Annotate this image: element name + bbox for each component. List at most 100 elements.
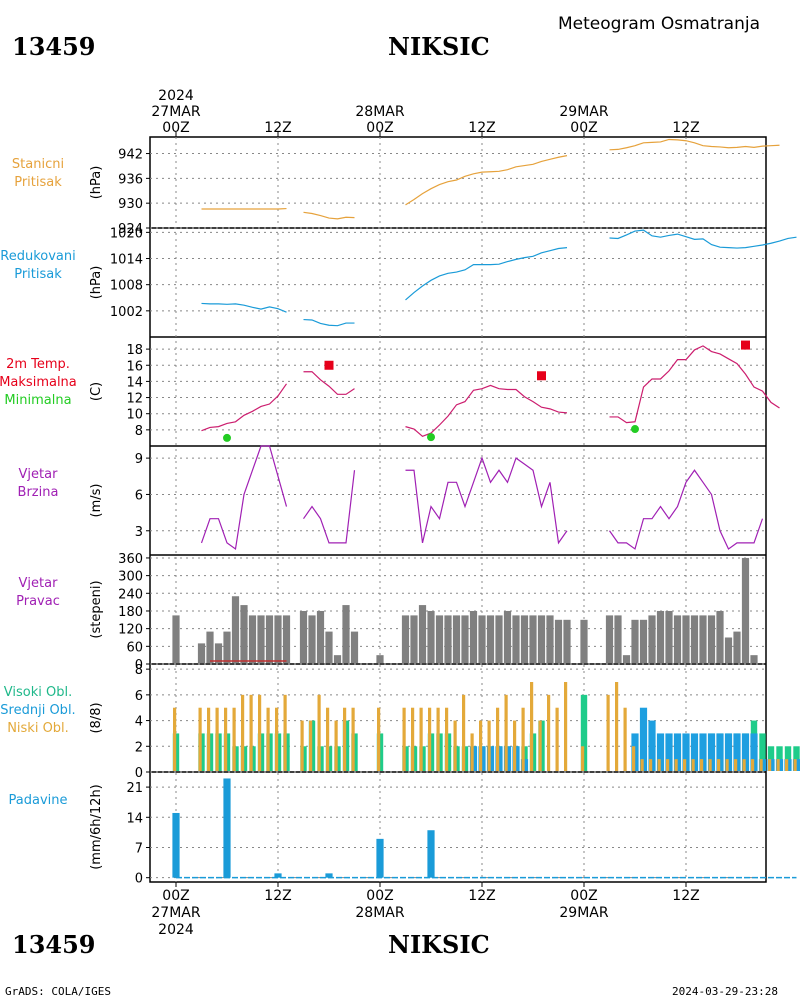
time-tick-label: 00Z: [570, 888, 597, 904]
y-tick-label: 240: [118, 587, 143, 602]
low-cloud-bar: [581, 746, 585, 771]
temperature-series-line: [609, 345, 780, 424]
mid-cloud-bar: [639, 707, 648, 771]
wind-dir-bar: [605, 615, 614, 663]
low-cloud-bar: [632, 746, 636, 771]
y-tick-label: 1020: [110, 226, 143, 241]
wind-dir-bar: [325, 631, 333, 663]
low-cloud-bar: [436, 707, 440, 771]
wind-dir-bar: [520, 615, 529, 663]
low-cloud-bar: [419, 707, 423, 771]
label-line: Redukovani: [0, 249, 76, 264]
wind-dir-bar: [452, 615, 461, 663]
wind-dir-bar: [427, 610, 435, 663]
mid-cloud-bar: [716, 733, 724, 771]
low-cloud-bar: [700, 759, 704, 771]
high-cloud-bar: [776, 746, 783, 771]
label-station-pressure: Stanicni Pritisak: [0, 156, 108, 192]
reduced_pressure-series-line: [609, 229, 797, 249]
low-cloud-bar: [402, 707, 406, 771]
y-tick-label: 60: [126, 640, 143, 655]
wind-dir-bar: [546, 615, 554, 663]
time-tick-label: 2024: [158, 922, 194, 938]
low-cloud-bar: [530, 682, 534, 771]
label-line: Visoki Obl.: [3, 685, 73, 700]
wind_speed-series-line: [303, 470, 356, 544]
time-tick-label: 28MAR: [355, 905, 404, 921]
low-cloud-bar: [776, 759, 780, 771]
mid-cloud-bar: [648, 720, 656, 771]
time-tick-label: 12Z: [468, 888, 495, 904]
station-id-top: 13459: [12, 32, 96, 61]
y-axis-label: (hPa): [89, 266, 104, 300]
low-cloud-bar: [479, 720, 483, 771]
y-tick-label: 0: [135, 872, 143, 887]
station_pressure-series-line: [405, 155, 568, 206]
reduced_pressure-series-line: [405, 247, 568, 301]
label-line: 2m Temp.: [6, 357, 70, 372]
label-temperature: 2m Temp. Maksimalna Minimalna: [0, 356, 108, 410]
wind-dir-bar: [214, 643, 223, 663]
low-cloud-bar: [241, 694, 245, 771]
low-cloud-bar: [691, 759, 695, 771]
low-cloud-bar: [521, 707, 525, 771]
time-tick-label: 12Z: [672, 120, 699, 136]
low-cloud-bar: [351, 707, 355, 771]
mid-cloud-bar: [733, 733, 741, 771]
y-tick-label: 2: [135, 740, 143, 755]
y-tick-label: 14: [126, 375, 143, 390]
y-axis-label: (mm/6h/12h): [89, 784, 104, 870]
low-cloud-bar: [258, 694, 262, 771]
label-line: Pravac: [16, 594, 60, 609]
reduced_pressure-series-line: [201, 302, 287, 313]
y-tick-label: 180: [118, 605, 143, 620]
meteogram-title: Meteogram Osmatranja: [558, 14, 761, 34]
wind-dir-bar: [503, 610, 512, 663]
low-cloud-bar: [640, 759, 644, 771]
y-axis-label: (C): [89, 382, 104, 401]
low-cloud-bar: [666, 759, 670, 771]
label-line: Vjetar: [18, 576, 58, 591]
high-cloud-bar: [767, 746, 775, 771]
time-tick-label: 27MAR: [151, 104, 200, 120]
wind-dir-bar: [707, 615, 716, 663]
high-cloud-bar: [759, 733, 766, 771]
tmax-marker: [537, 371, 546, 381]
station-name-bottom: NIKSIC: [388, 930, 490, 959]
wind-dir-bar: [741, 557, 750, 663]
wind-dir-bar: [257, 615, 265, 663]
low-cloud-bar: [283, 694, 287, 771]
time-tick-label: 28MAR: [355, 104, 404, 120]
time-tick-label: 00Z: [162, 120, 189, 136]
wind_speed-series-line: [405, 456, 568, 545]
label-line: Pritisak: [14, 267, 62, 282]
low-cloud-bar: [232, 707, 236, 771]
label-wind-speed: Vjetar Brzina: [0, 466, 108, 502]
wind-dir-bar: [699, 615, 707, 663]
wind-dir-bar: [410, 615, 418, 663]
low-cloud-bar: [674, 759, 678, 771]
low-cloud-bar: [275, 707, 279, 771]
low-cloud-bar: [317, 694, 321, 771]
wind-dir-bar: [648, 615, 656, 663]
time-tick-label: 2024: [158, 88, 194, 104]
mid-cloud-bar: [750, 733, 758, 771]
high-cloud-bar: [580, 694, 588, 771]
precip-bar: [172, 812, 180, 878]
label-line: Niski Obl.: [7, 721, 69, 736]
y-axis-label: (hPa): [89, 166, 104, 200]
wind-dir-bar: [495, 615, 503, 663]
time-tick-label: 00Z: [366, 888, 393, 904]
label-line: Srednji Obl.: [0, 703, 76, 718]
timestamp: 2024-03-29-23:28: [672, 985, 778, 998]
label-line: Pritisak: [14, 175, 62, 190]
high-cloud-bar: [793, 746, 800, 771]
wind_speed-series-line: [200, 445, 288, 550]
y-tick-label: 924: [118, 222, 143, 237]
tmin-marker: [631, 425, 639, 434]
tmin-marker: [427, 433, 435, 442]
y-axis-label: (stepeni): [89, 580, 104, 638]
wind-dir-bar: [333, 655, 342, 663]
wind-dir-bar: [554, 619, 563, 663]
